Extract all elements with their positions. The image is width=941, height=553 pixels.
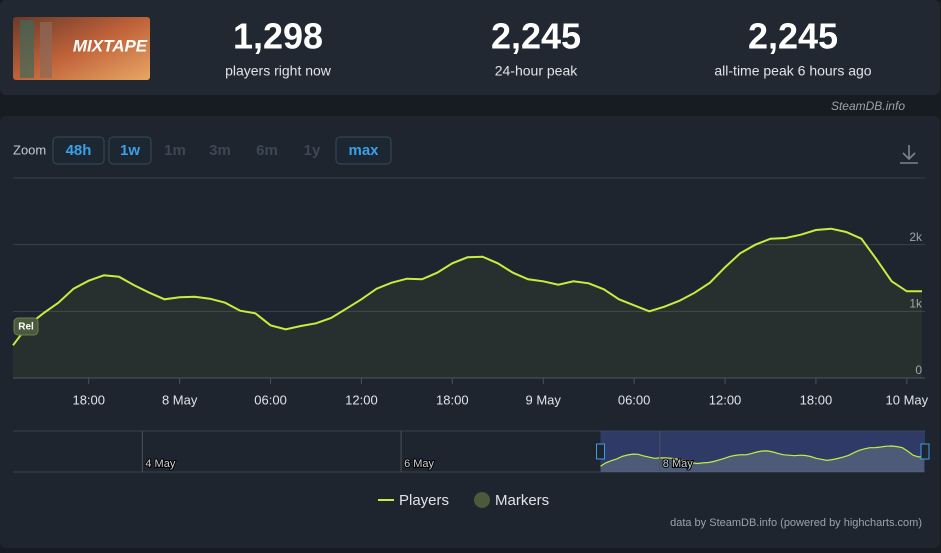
- zoom-button[interactable]: [335, 136, 392, 165]
- zoom-button-label[interactable]: max: [348, 142, 379, 159]
- x-tick-label: 10 May: [886, 392, 929, 407]
- legend-label: Players: [399, 492, 449, 509]
- zoom-button-label[interactable]: 48h: [66, 142, 92, 159]
- source: SteamDB.info: [831, 99, 905, 113]
- legend-label: Markers: [495, 492, 549, 509]
- x-tick-label: 18:00: [72, 392, 105, 407]
- area: [13, 228, 922, 378]
- x-tick-label: 18:00: [800, 392, 833, 407]
- zoom-button-label[interactable]: 6m: [256, 142, 278, 159]
- cover-title: MIXTAPE: [73, 36, 148, 55]
- zoom-button-label[interactable]: 1y: [304, 142, 321, 159]
- stat-value: 2,245: [491, 16, 581, 57]
- stat-value: 2,245: [748, 16, 838, 57]
- x-tick-label: 12:00: [345, 392, 378, 407]
- navigator-handle[interactable]: [920, 443, 930, 460]
- zoom-button-label[interactable]: 1m: [164, 142, 186, 159]
- stat-label: all-time peak 6 hours ago: [714, 63, 871, 79]
- credits: data by SteamDB.info (powered by highcha…: [670, 517, 922, 529]
- stat-label: 24-hour peak: [495, 63, 579, 79]
- zoom-label: Zoom: [13, 142, 46, 157]
- line: [12, 227, 922, 346]
- x-tick-label: 18:00: [436, 392, 469, 407]
- stats-panel: [0, 0, 940, 95]
- stat-label: players right now: [225, 63, 332, 79]
- navigator-handle[interactable]: [596, 443, 606, 460]
- x-tick-label: 12:00: [709, 392, 742, 407]
- navigator-area: [600, 446, 924, 472]
- zoom-button-label[interactable]: 3m: [209, 142, 231, 159]
- navigator-tick-label: 8 May: [663, 458, 693, 470]
- x-tick-label: 06:00: [618, 392, 651, 407]
- legend-marker: [474, 492, 490, 508]
- navigator-tick-label: 6 May: [404, 458, 434, 470]
- marker-label: Rel: [18, 322, 34, 333]
- y-tick-label: 1k: [909, 297, 923, 311]
- y-tick-label: 2k: [909, 230, 923, 244]
- zoom-button[interactable]: [52, 136, 105, 165]
- download-icon[interactable]: [900, 145, 918, 164]
- navigator-line: [600, 445, 924, 467]
- x-tick-label: 9 May: [526, 392, 562, 407]
- navigator-tick-label: 4 May: [145, 458, 175, 470]
- zoom-button-label[interactable]: 1w: [120, 142, 140, 159]
- stat-value: 1,298: [233, 16, 323, 57]
- cover-figure: [40, 22, 52, 78]
- cover-figure: [20, 20, 34, 78]
- marker-flag: [13, 317, 39, 336]
- y-tick-label: 0: [915, 363, 922, 377]
- x-tick-label: 06:00: [254, 392, 287, 407]
- zoom-button[interactable]: [108, 136, 152, 165]
- x-tick-label: 8 May: [162, 392, 198, 407]
